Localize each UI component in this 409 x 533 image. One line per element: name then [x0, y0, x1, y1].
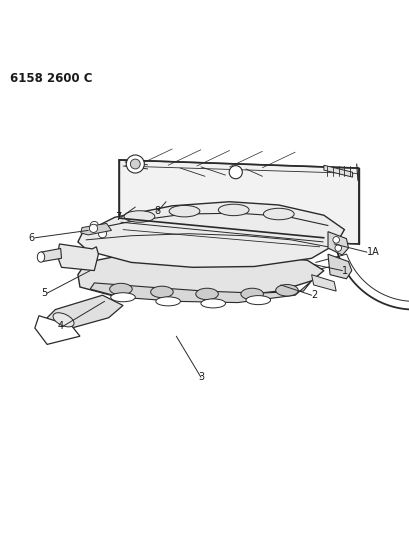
Text: 2: 2: [311, 290, 317, 300]
Polygon shape: [47, 295, 123, 328]
Text: 1A: 1A: [366, 247, 379, 257]
Polygon shape: [41, 248, 61, 262]
Text: 4: 4: [57, 321, 63, 331]
Ellipse shape: [150, 286, 173, 297]
Ellipse shape: [109, 284, 132, 295]
Ellipse shape: [275, 285, 297, 296]
Polygon shape: [78, 201, 344, 268]
Text: 8: 8: [155, 206, 160, 216]
Text: 5: 5: [41, 288, 47, 298]
Text: 3: 3: [198, 372, 203, 382]
Ellipse shape: [53, 313, 74, 327]
Ellipse shape: [200, 299, 225, 308]
Ellipse shape: [169, 205, 200, 217]
Ellipse shape: [37, 252, 45, 262]
Circle shape: [130, 159, 140, 169]
Polygon shape: [323, 165, 352, 177]
Ellipse shape: [124, 211, 155, 222]
Text: 6158 2600 C: 6158 2600 C: [10, 72, 92, 85]
Circle shape: [332, 237, 339, 243]
Ellipse shape: [110, 293, 135, 302]
Polygon shape: [327, 232, 348, 255]
Polygon shape: [327, 254, 351, 279]
Polygon shape: [81, 223, 111, 235]
Ellipse shape: [196, 288, 218, 300]
Polygon shape: [35, 316, 80, 344]
Circle shape: [98, 230, 106, 238]
Ellipse shape: [263, 208, 294, 220]
Text: 7: 7: [115, 212, 121, 222]
Circle shape: [89, 224, 97, 232]
Polygon shape: [119, 160, 358, 244]
Polygon shape: [311, 274, 335, 291]
Text: 1: 1: [342, 265, 348, 276]
Text: 6: 6: [29, 233, 35, 243]
Circle shape: [334, 245, 341, 252]
Ellipse shape: [218, 204, 249, 216]
Polygon shape: [57, 244, 98, 271]
Ellipse shape: [155, 297, 180, 306]
Circle shape: [229, 166, 242, 179]
Circle shape: [90, 221, 98, 230]
Ellipse shape: [245, 296, 270, 305]
Ellipse shape: [240, 288, 263, 300]
Polygon shape: [78, 251, 323, 300]
Polygon shape: [90, 281, 311, 303]
Circle shape: [126, 155, 144, 173]
